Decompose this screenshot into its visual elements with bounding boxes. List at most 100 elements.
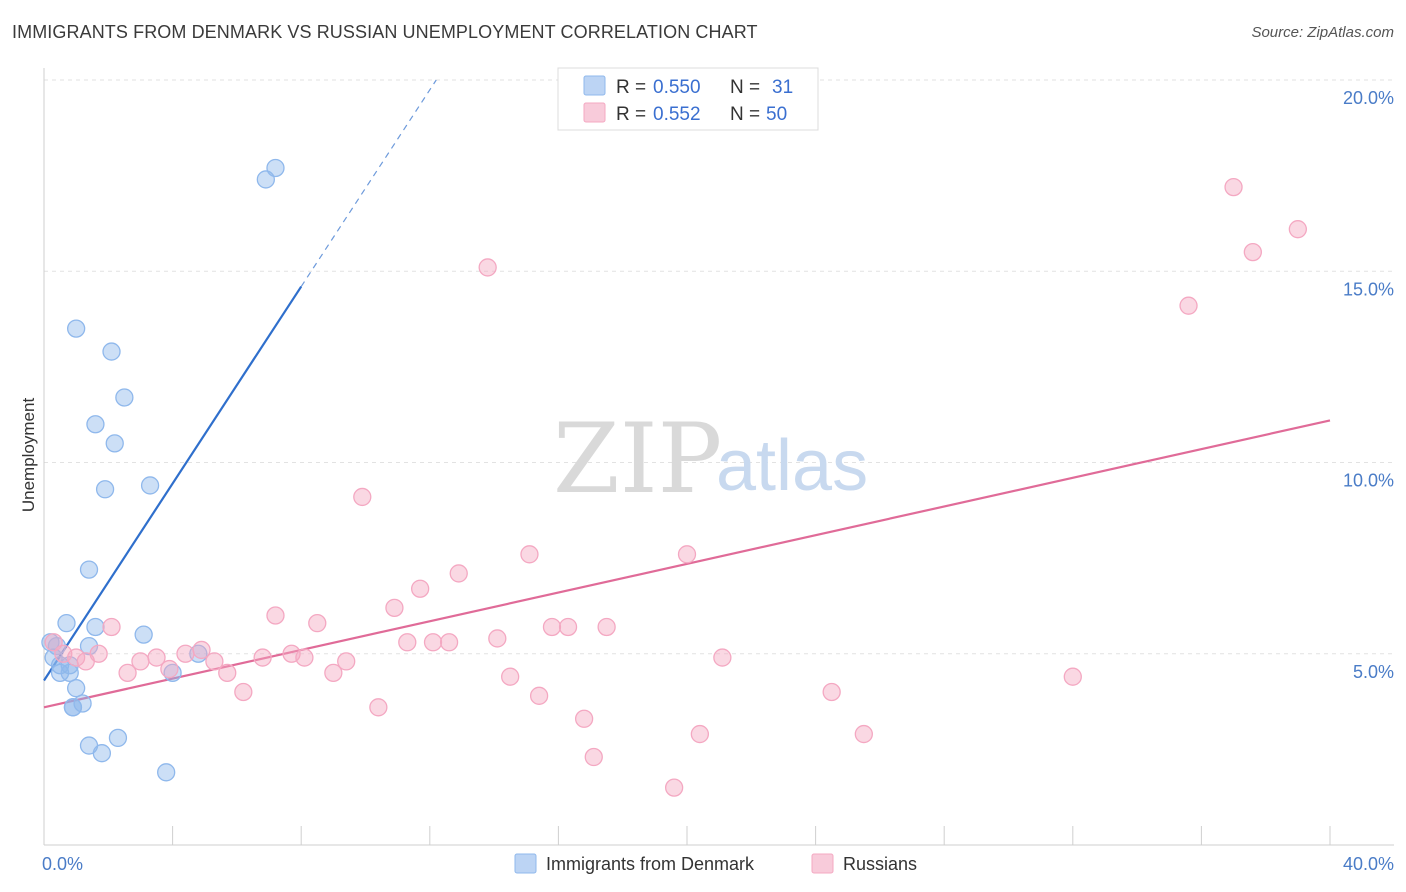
point-russians <box>353 487 372 507</box>
point-russians <box>488 629 507 648</box>
watermark-atlas: atlas <box>716 426 868 506</box>
point-russians <box>1224 177 1243 197</box>
point-denmark <box>50 663 70 683</box>
point-denmark <box>67 319 86 338</box>
point-russians <box>1063 667 1082 686</box>
point-russians <box>854 724 873 744</box>
legend-r-value-russians: 0.552 <box>653 104 701 125</box>
y-tick-label: 5.0% <box>1353 662 1394 682</box>
point-russians <box>308 614 327 633</box>
point-russians <box>147 648 166 667</box>
point-russians <box>337 652 356 671</box>
point-russians <box>597 617 616 637</box>
watermark-zip: ZIP <box>553 403 722 515</box>
point-denmark <box>63 698 83 717</box>
point-russians <box>398 633 417 652</box>
point-russians <box>558 617 578 637</box>
series-legend-label-russians: Russians <box>843 854 917 874</box>
point-russians <box>574 709 594 728</box>
data-points <box>41 158 1307 797</box>
point-russians <box>205 652 224 671</box>
point-denmark <box>86 415 105 434</box>
tick-labels: 5.0% 10.0% 15.0% 20.0% 0.0% 40.0% <box>42 88 1394 874</box>
point-denmark <box>79 636 99 656</box>
point-denmark <box>115 388 134 407</box>
point-russians <box>529 686 549 705</box>
legend-swatch-russians <box>583 102 606 123</box>
legend: R = 0.550 N = 31 R = 0.552 N = 50 <box>557 67 819 131</box>
point-russians <box>192 640 211 660</box>
point-russians <box>584 747 603 767</box>
series-legend-swatch-denmark <box>514 853 537 874</box>
point-russians <box>501 667 520 686</box>
point-denmark <box>105 434 124 453</box>
point-russians <box>176 644 195 663</box>
point-denmark <box>157 763 176 782</box>
point-denmark <box>67 679 86 698</box>
point-russians <box>449 564 468 583</box>
trend-lines <box>43 79 1331 709</box>
y-axis-label: Unemployment <box>19 398 38 513</box>
point-denmark <box>95 480 115 499</box>
point-russians <box>67 648 86 667</box>
point-russians <box>520 545 539 564</box>
point-denmark <box>79 560 99 579</box>
legend-n-value-denmark: 31 <box>772 77 793 98</box>
point-russians <box>1288 220 1307 239</box>
point-russians <box>411 579 430 598</box>
watermark: ZIP atlas <box>553 403 868 515</box>
point-russians <box>664 778 684 797</box>
point-russians <box>253 648 272 667</box>
legend-swatch-denmark <box>583 75 606 96</box>
point-russians <box>1243 242 1262 262</box>
point-denmark <box>108 728 128 748</box>
point-russians <box>542 617 562 637</box>
legend-r-label: R = <box>616 104 646 125</box>
point-denmark <box>102 342 121 361</box>
y-tick-label: 15.0% <box>1343 279 1394 299</box>
point-denmark <box>57 614 76 633</box>
source-credit: Source: ZipAtlas.com <box>1251 24 1394 41</box>
trend-line-denmark <box>43 285 303 682</box>
point-denmark <box>60 663 79 683</box>
point-russians <box>423 633 443 652</box>
point-russians <box>439 633 459 652</box>
legend-n-label: N = <box>730 104 760 125</box>
point-denmark <box>140 476 160 495</box>
point-russians <box>295 648 314 667</box>
point-russians <box>1179 296 1198 315</box>
x-tick-label: 0.0% <box>42 854 83 874</box>
point-russians <box>324 663 343 683</box>
point-russians <box>131 652 150 671</box>
axes <box>43 68 1394 846</box>
point-denmark <box>92 744 112 763</box>
point-denmark <box>50 656 70 675</box>
legend-r-value-denmark: 0.550 <box>653 77 701 98</box>
point-russians <box>369 698 388 717</box>
point-russians <box>89 644 108 663</box>
y-tick-label: 20.0% <box>1343 88 1394 108</box>
point-russians <box>478 258 497 277</box>
y-tick-label: 10.0% <box>1343 471 1394 491</box>
point-russians <box>713 648 732 667</box>
point-russians <box>677 545 697 564</box>
chart-title: IMMIGRANTS FROM DENMARK VS RUSSIAN UNEMP… <box>12 22 758 42</box>
grid-lines <box>44 79 1394 655</box>
series-legend-swatch-russians <box>811 853 834 874</box>
point-denmark <box>73 694 92 713</box>
series-legend-label-denmark: Immigrants from Denmark <box>546 854 755 874</box>
point-russians <box>118 663 137 683</box>
x-tick-label: 40.0% <box>1343 854 1394 874</box>
point-denmark <box>134 625 153 644</box>
trend-line-denmark-extension <box>300 79 437 287</box>
point-denmark <box>266 158 285 178</box>
point-denmark <box>86 617 105 637</box>
legend-n-label: N = <box>730 77 760 98</box>
point-russians <box>690 724 710 744</box>
legend-n-value-russians: 50 <box>766 104 787 125</box>
trend-line-russians <box>43 419 1331 709</box>
point-russians <box>822 682 841 702</box>
point-russians <box>160 659 179 679</box>
point-russians <box>218 663 237 683</box>
